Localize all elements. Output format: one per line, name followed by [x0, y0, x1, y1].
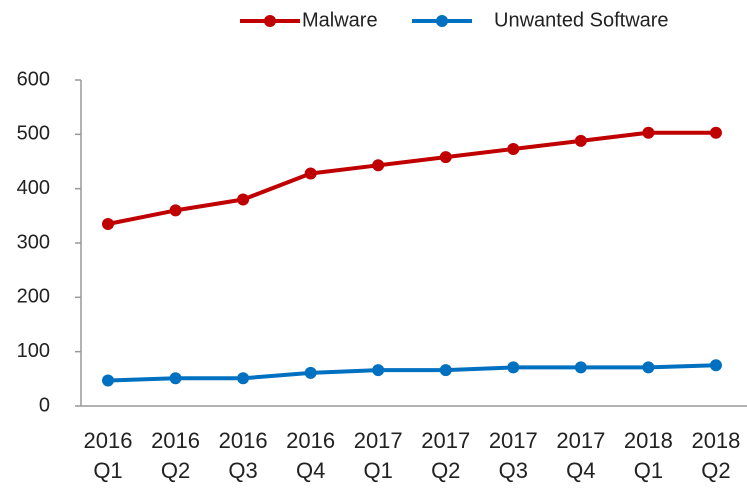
data-point: [709, 126, 722, 139]
legend-label: Unwanted Software: [494, 9, 669, 31]
data-point: [507, 361, 520, 374]
data-point: [372, 159, 385, 172]
legend-marker: [264, 15, 276, 27]
data-point: [102, 374, 114, 387]
data-point: [304, 167, 317, 180]
data-point: [642, 126, 655, 139]
x-tick-label: 2018 Q2: [691, 428, 741, 483]
x-tick-label: 2016 Q1: [83, 428, 133, 483]
legend-label: Malware: [302, 9, 378, 31]
legend-marker: [436, 15, 448, 27]
x-tick-label: 2016 Q2: [151, 428, 201, 483]
data-point: [709, 359, 722, 372]
y-tick-label: 600: [17, 68, 50, 90]
data-point: [169, 204, 182, 217]
data-point: [642, 361, 655, 374]
x-tick-label: 2017 Q2: [421, 428, 471, 483]
data-point: [237, 372, 250, 385]
data-point: [169, 372, 182, 385]
data-point: [439, 151, 452, 164]
data-point: [102, 217, 114, 230]
x-tick-label: 2016 Q3: [218, 428, 268, 483]
data-point: [507, 143, 520, 156]
y-tick-label: 0: [39, 394, 50, 416]
x-tick-label: 2017 Q4: [556, 428, 606, 483]
y-tick-label: 500: [17, 123, 50, 145]
x-tick-label: 2017 Q1: [353, 428, 403, 483]
y-tick-label: 300: [17, 231, 50, 253]
data-point: [372, 364, 385, 377]
series-line: [107, 363, 717, 383]
y-tick-label: 200: [17, 286, 50, 308]
series-line: [107, 130, 716, 226]
x-tick-label: 2017 Q3: [488, 428, 538, 483]
data-point: [304, 366, 317, 379]
x-tick-label: 2016 Q4: [286, 428, 336, 483]
data-point: [439, 364, 452, 377]
data-point: [237, 193, 250, 206]
data-point: [574, 134, 587, 147]
data-point: [574, 361, 587, 374]
y-tick-label: 400: [17, 177, 50, 199]
x-tick-label: 2018 Q1: [623, 428, 673, 483]
y-tick-label: 100: [17, 340, 50, 362]
